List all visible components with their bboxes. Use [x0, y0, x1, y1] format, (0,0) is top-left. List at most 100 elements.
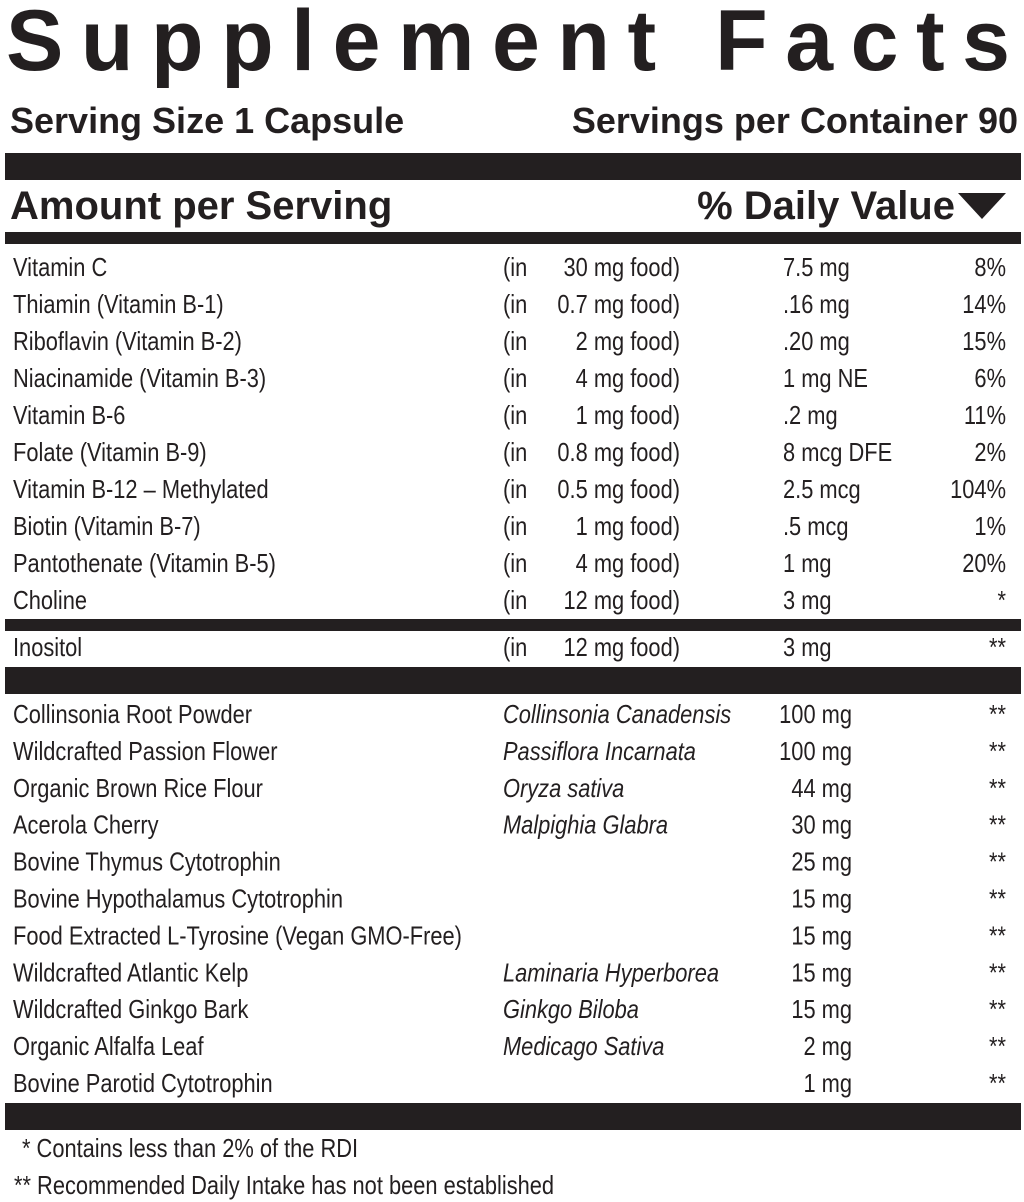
daily-value: 20% [962, 549, 1006, 578]
footnote: ** Recommended Daily Intake has not been… [14, 1171, 554, 1200]
daily-value: 104% [950, 475, 1006, 504]
latin-name: Oryza sativa [503, 774, 624, 803]
divider-bar [5, 153, 1021, 180]
divider-bar [5, 232, 1021, 244]
daily-value: 1% [974, 512, 1006, 541]
in-prefix: (in [503, 633, 527, 662]
amount: 8 mcg DFE [783, 438, 892, 467]
nutrient-name: Niacinamide (Vitamin B-3) [13, 364, 266, 393]
ingredient-name: Bovine Thymus Cytotrophin [13, 848, 281, 877]
servings-per-container: Servings per Container 90 [572, 100, 1018, 141]
in-prefix: (in [503, 549, 527, 578]
nutrient-name: Vitamin C [13, 253, 107, 282]
daily-value: ** [989, 848, 1006, 877]
in-prefix: (in [503, 327, 527, 356]
amount: 15 mg [791, 959, 852, 988]
daily-value: ** [989, 922, 1006, 951]
nutrient-name: Vitamin B-6 [13, 401, 125, 430]
ingredient-name: Acerola Cherry [13, 811, 159, 840]
food-amount: 30 mg food) [563, 253, 680, 282]
amount: 100 mg [779, 737, 852, 766]
food-amount: 4 mg food) [576, 549, 680, 578]
title: Supplement Facts [6, 0, 1010, 89]
ingredient-name: Food Extracted L-Tyrosine (Vegan GMO-Fre… [13, 922, 462, 951]
latin-name: Medicago Sativa [503, 1032, 664, 1061]
ingredient-name: Bovine Parotid Cytotrophin [13, 1069, 273, 1098]
food-amount: 1 mg food) [576, 512, 680, 541]
latin-name: Collinsonia Canadensis [503, 700, 731, 729]
ingredient-name: Organic Alfalfa Leaf [13, 1032, 204, 1061]
food-amount: 2 mg food) [576, 327, 680, 356]
ingredient-name: Wildcrafted Passion Flower [13, 737, 277, 766]
in-prefix: (in [503, 253, 527, 282]
amount: .2 mg [783, 401, 838, 430]
rows: Vitamin C (in 30 mg food) 7.5 mg 8% Thiamin (… [13, 253, 1006, 1200]
food-amount: 12 mg food) [563, 633, 680, 662]
in-prefix: (in [503, 512, 527, 541]
nutrient-name: Vitamin B-12 – Methylated [13, 475, 269, 504]
amount: .16 mg [783, 290, 850, 319]
amount: 2.5 mcg [783, 475, 861, 504]
amount: 1 mg [803, 1069, 852, 1098]
amount: .20 mg [783, 327, 850, 356]
daily-value: 8% [974, 253, 1006, 282]
daily-value: 6% [974, 364, 1006, 393]
divider-bar [5, 619, 1021, 631]
daily-value: ** [989, 700, 1006, 729]
serving-size: Serving Size 1 Capsule [10, 100, 404, 141]
nutrient-name: Biotin (Vitamin B-7) [13, 512, 201, 541]
food-amount: 4 mg food) [576, 364, 680, 393]
daily-value: ** [989, 737, 1006, 766]
daily-value: 11% [964, 401, 1006, 430]
daily-value: ** [989, 885, 1006, 914]
food-amount: 0.5 mg food) [557, 475, 680, 504]
amount: 30 mg [791, 811, 852, 840]
amount: 3 mg [783, 586, 832, 615]
amount: 7.5 mg [783, 253, 850, 282]
latin-name: Laminaria Hyperborea [503, 959, 719, 988]
triangle-icon [958, 193, 1006, 219]
latin-name: Malpighia Glabra [503, 811, 668, 840]
nutrient-name: Inositol [13, 633, 82, 662]
nutrient-name: Riboflavin (Vitamin B-2) [13, 327, 242, 356]
amount: 15 mg [791, 995, 852, 1024]
daily-value: ** [989, 1069, 1006, 1098]
daily-value: * [998, 586, 1006, 615]
in-prefix: (in [503, 401, 527, 430]
amount: 1 mg [783, 549, 832, 578]
amount-header: Amount per Serving [10, 184, 392, 228]
amount: 2 mg [803, 1032, 852, 1061]
ingredient-name: Organic Brown Rice Flour [13, 774, 263, 803]
amount: 44 mg [791, 774, 852, 803]
daily-value: 15% [962, 327, 1006, 356]
daily-value: 14% [962, 290, 1006, 319]
daily-value: ** [989, 774, 1006, 803]
latin-name: Passiflora Incarnata [503, 737, 696, 766]
amount: 100 mg [779, 700, 852, 729]
amount: 1 mg NE [783, 364, 868, 393]
ingredient-name: Collinsonia Root Powder [13, 700, 252, 729]
nutrient-name: Choline [13, 586, 87, 615]
divider-bar [5, 667, 1021, 694]
footnote: * Contains less than 2% of the RDI [22, 1134, 358, 1163]
ingredient-name: Bovine Hypothalamus Cytotrophin [13, 885, 343, 914]
daily-value-header: % Daily Value [697, 184, 955, 228]
divider-bar [5, 1103, 1021, 1130]
daily-value: ** [989, 811, 1006, 840]
amount: 25 mg [791, 848, 852, 877]
amount: 15 mg [791, 922, 852, 951]
daily-value: ** [989, 995, 1006, 1024]
amount: 15 mg [791, 885, 852, 914]
food-amount: 0.8 mg food) [557, 438, 680, 467]
daily-value: ** [989, 633, 1006, 662]
amount: .5 mcg [783, 512, 849, 541]
in-prefix: (in [503, 586, 527, 615]
amount: 3 mg [783, 633, 832, 662]
ingredient-name: Wildcrafted Ginkgo Bark [13, 995, 249, 1024]
food-amount: 12 mg food) [563, 586, 680, 615]
latin-name: Ginkgo Biloba [503, 995, 639, 1024]
daily-value: 2% [974, 438, 1006, 467]
daily-value: ** [989, 1032, 1006, 1061]
in-prefix: (in [503, 364, 527, 393]
